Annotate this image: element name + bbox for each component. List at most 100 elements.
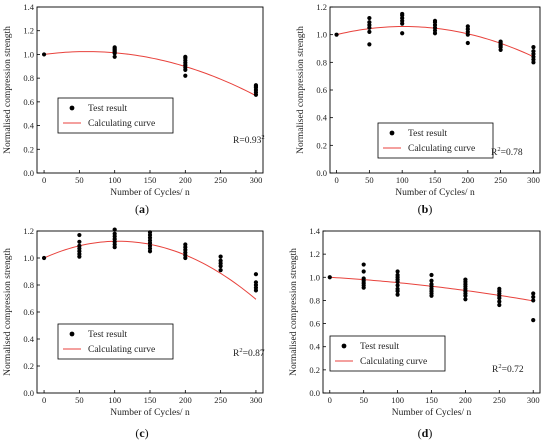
y-tick-label: 0.2 (316, 140, 327, 150)
y-tick-label: 1.0 (23, 49, 34, 59)
test-result-point (465, 24, 470, 29)
legend-marker-test-result (69, 331, 75, 337)
chart-panel-c: 0.0 0.2 0.4 0.6 0.8 1.0 1.2 0 50 100 150 200 250 300 N… (3, 226, 265, 440)
legend-label-test-result: Test result (408, 129, 448, 139)
test-result-point (183, 54, 188, 59)
test-result-point (531, 45, 536, 50)
y-tick-label: 1.0 (309, 272, 320, 282)
test-result-point (77, 243, 82, 248)
y-tick-label: 0.4 (309, 342, 320, 352)
y-axis-label: Normalised compression strength (3, 26, 13, 154)
legend-label-calculating-curve: Calculating curve (88, 119, 155, 129)
y-tick-label: 1.2 (23, 26, 34, 36)
legend-label-test-result: Test result (88, 104, 128, 114)
y-tick-label: 0.0 (23, 388, 34, 398)
test-result-point (465, 40, 470, 46)
x-tick-label: 0 (42, 175, 46, 185)
x-tick-label: 100 (108, 395, 121, 405)
y-tick-label: 1.4 (23, 2, 34, 12)
y-tick-label: 1.2 (23, 226, 34, 236)
test-result-point (112, 45, 117, 50)
legend-marker-test-result (341, 343, 347, 349)
test-result-point (531, 298, 536, 303)
test-result-point (183, 242, 188, 247)
r-squared-annotation: R2=0.72 (492, 363, 524, 375)
x-tick-label: 50 (75, 175, 84, 185)
panel-label: (a) (135, 202, 149, 216)
test-result-point (327, 275, 332, 280)
panel-label: (c) (135, 426, 148, 440)
y-tick-label: 0.6 (23, 307, 34, 317)
test-result-point (112, 231, 117, 236)
x-tick-label: 100 (396, 175, 409, 185)
y-tick-label: 0.0 (316, 168, 327, 178)
test-result-point (367, 29, 372, 34)
x-tick-label: 300 (527, 175, 540, 185)
legend-label-test-result: Test result (360, 342, 400, 352)
test-result-point (367, 20, 372, 25)
panel-label: (b) (418, 202, 433, 216)
test-result-point (432, 18, 438, 23)
test-result-point (395, 283, 400, 288)
y-tick-label: 0.8 (23, 73, 34, 83)
legend-marker-test-result (389, 130, 395, 136)
x-axis-label: Number of Cycles/ n (110, 187, 190, 198)
test-result-point (400, 31, 405, 36)
x-tick-label: 0 (42, 395, 46, 405)
test-result-point (253, 272, 259, 277)
chart-panel-b: 0.0 0.2 0.4 0.6 0.8 1.0 1.2 0 50 100 150 200 250 300 N… (296, 2, 541, 216)
test-result-point (400, 11, 405, 17)
legend-label-test-result: Test result (88, 330, 128, 340)
y-tick-label: 1.0 (316, 30, 327, 40)
y-axis-label: Normalised compression strength (3, 248, 13, 376)
y-tick-label: 0.4 (23, 334, 34, 344)
x-tick-label: 300 (250, 395, 263, 405)
y-tick-label: 0.4 (23, 121, 34, 131)
y-tick-label: 0.0 (23, 168, 34, 178)
calculating-curve (43, 51, 257, 97)
test-result-point (429, 282, 434, 287)
x-tick-label: 200 (179, 175, 192, 185)
test-result-point (361, 262, 366, 267)
test-result-point (147, 230, 153, 235)
legend-label-calculating-curve: Calculating curve (408, 144, 475, 154)
y-tick-label: 0.2 (309, 365, 320, 375)
x-tick-label: 50 (365, 175, 374, 185)
test-result-point (429, 278, 434, 283)
test-result-point (395, 292, 400, 297)
test-result-point (395, 272, 400, 278)
y-tick-label: 1.2 (316, 2, 327, 12)
chart-panel-d: 0.0 0.2 0.4 0.6 0.8 1.0 1.2 1.4 0 50 100 150 200 250 3… (289, 226, 541, 440)
y-tick-label: 0.2 (23, 361, 34, 371)
y-tick-label: 0.6 (309, 319, 320, 329)
r-squared-annotation: R2=0.87 (233, 347, 265, 359)
legend-box (377, 122, 494, 159)
test-result-point (112, 227, 117, 232)
test-result-point (218, 254, 223, 259)
test-result-point (361, 276, 366, 281)
x-tick-label: 250 (493, 395, 506, 405)
y-tick-label: 0.6 (316, 85, 327, 95)
x-tick-label: 100 (108, 175, 121, 185)
y-tick-label: 0.8 (309, 295, 320, 305)
test-result-point (367, 42, 372, 47)
test-result-point (361, 269, 366, 274)
legend-label-calculating-curve: Calculating curve (360, 357, 427, 367)
x-axis-label: Number of Cycles/ n (392, 407, 472, 418)
test-result-point (531, 291, 536, 296)
test-result-point (334, 32, 339, 37)
x-tick-label: 100 (391, 395, 404, 405)
test-result-point (463, 277, 468, 282)
x-tick-label: 250 (214, 175, 227, 185)
test-result-point (531, 318, 536, 323)
plot-frame (36, 230, 264, 394)
y-tick-label: 1.0 (23, 253, 34, 263)
y-tick-label: 0.0 (309, 388, 320, 398)
y-tick-label: 1.2 (309, 249, 320, 259)
x-tick-label: 250 (214, 395, 227, 405)
test-result-point (77, 239, 82, 244)
x-tick-label: 200 (459, 395, 472, 405)
test-result-point (429, 272, 434, 278)
legend-label-calculating-curve: Calculating curve (88, 345, 155, 355)
